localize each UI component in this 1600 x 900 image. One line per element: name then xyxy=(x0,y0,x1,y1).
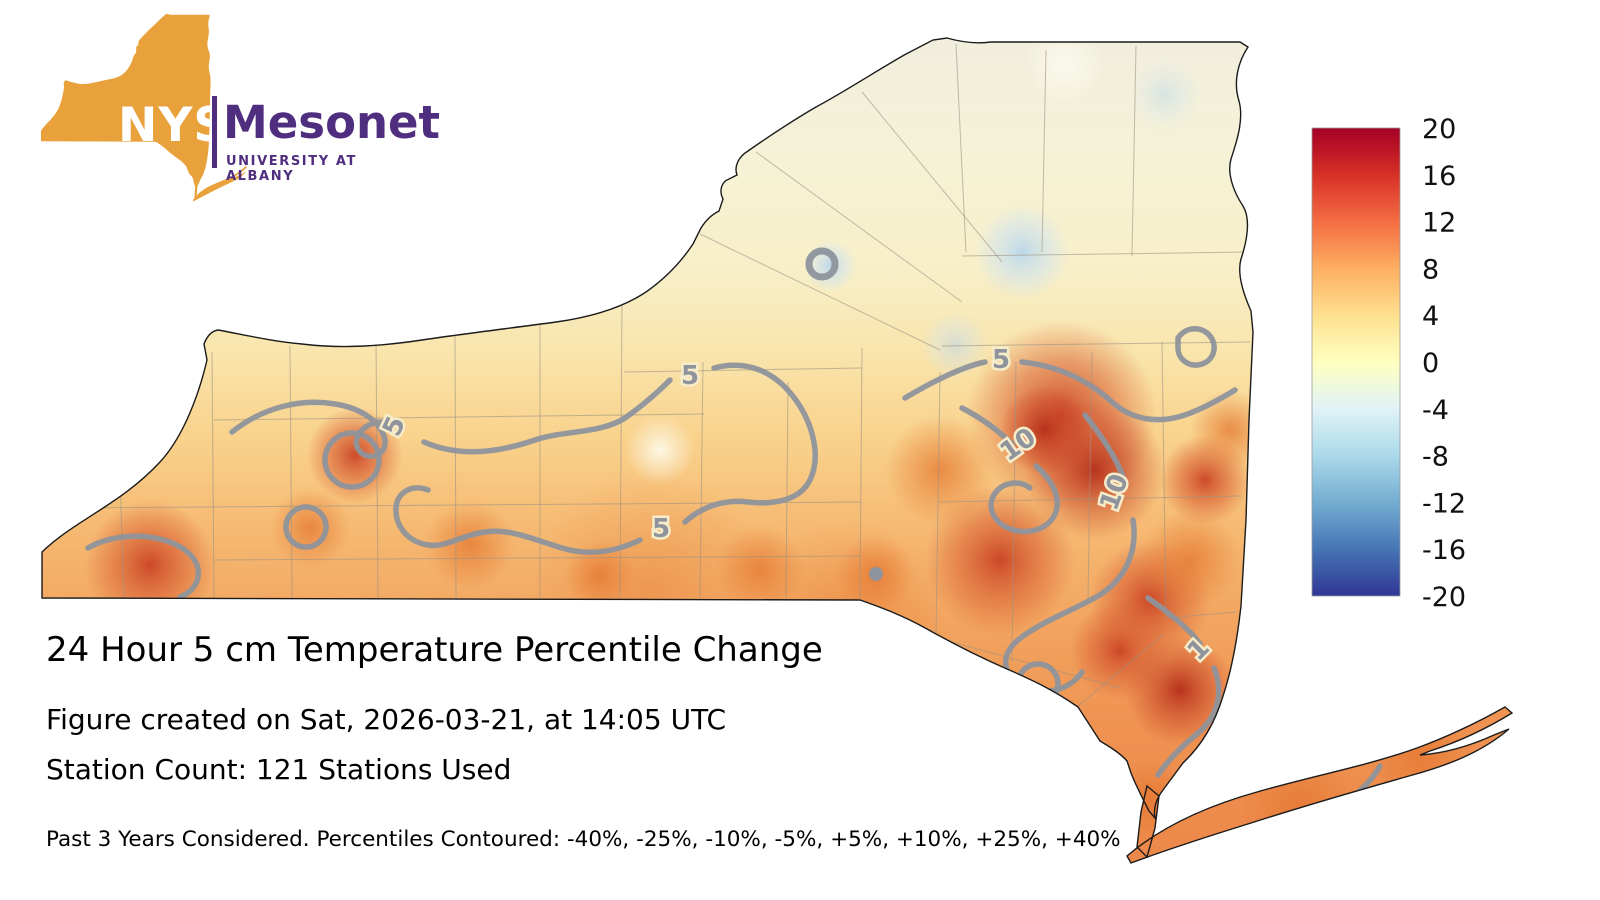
colorbar-tick: 0 xyxy=(1422,348,1439,379)
nys-mesonet-logo: NYS Mesonet UNIVERSITY AT ALBANY xyxy=(40,8,440,213)
colorbar-tick: -16 xyxy=(1422,535,1466,566)
county-boundaries xyxy=(69,43,1251,707)
contour-label: 5 xyxy=(652,514,670,544)
colorbar-tick: 20 xyxy=(1422,114,1456,145)
logo-subtitle: UNIVERSITY AT ALBANY xyxy=(226,154,357,184)
figure-title: 24 Hour 5 cm Temperature Percentile Chan… xyxy=(46,630,823,670)
logo-divider xyxy=(212,96,217,168)
colorbar-tick: -20 xyxy=(1422,582,1466,613)
colorbar-tick: -12 xyxy=(1422,488,1466,519)
station-count: Station Count: 121 Stations Used xyxy=(46,753,512,786)
colorbar-ticks: 20 16 12 8 4 0 -4 -8 -12 -16 -20 xyxy=(1422,114,1466,613)
contour-label: 5 xyxy=(681,361,699,391)
colorbar-tick: 12 xyxy=(1422,208,1456,239)
colorbar-tick: -4 xyxy=(1422,395,1449,426)
created-timestamp: Figure created on Sat, 2026-03-21, at 14… xyxy=(46,703,727,736)
colorbar-tick: 16 xyxy=(1422,161,1456,192)
colorbar-tick: -8 xyxy=(1422,442,1449,473)
colorbar-tick: 8 xyxy=(1422,254,1439,285)
colorbar-tick: 4 xyxy=(1422,301,1439,332)
logo-mesonet-text: Mesonet xyxy=(223,96,441,149)
colorbar-gradient xyxy=(1311,127,1401,597)
logo-nys-text: NYS xyxy=(118,98,229,153)
footnote: Past 3 Years Considered. Percentiles Con… xyxy=(46,827,1121,852)
contour-label: 5 xyxy=(992,345,1010,375)
colorbar: 20 16 12 8 4 0 -4 -8 -12 -16 -20 xyxy=(1311,114,1466,613)
